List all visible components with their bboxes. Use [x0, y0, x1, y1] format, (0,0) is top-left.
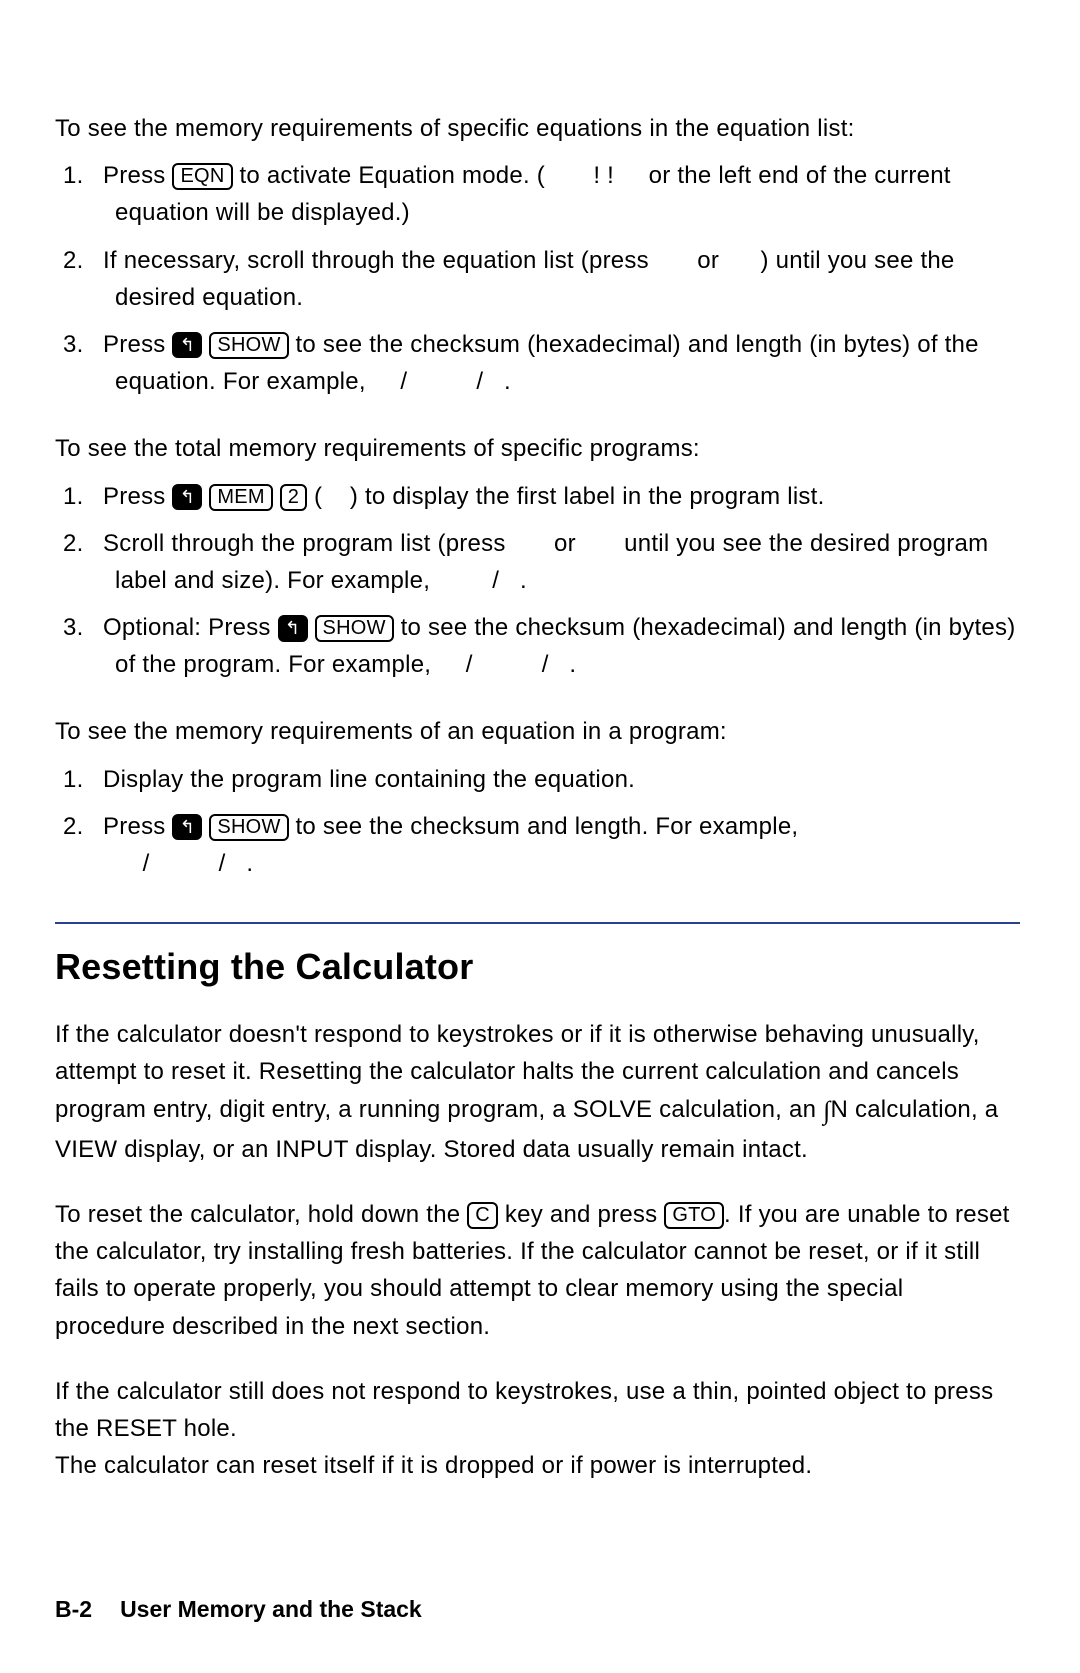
section1-list: 1.Press EQN to activate Equation mode. (…	[55, 157, 1020, 400]
section-divider	[55, 922, 1020, 924]
heading-resetting: Resetting the Calculator	[55, 946, 1020, 988]
list-item: 3.Press ↰ SHOW to see the checksum (hexa…	[55, 326, 1020, 400]
text: Optional: Press	[103, 614, 278, 641]
text: to activate Equation mode. (	[233, 162, 545, 189]
item-number: 2.	[63, 525, 103, 562]
list-item: 2.Press ↰ SHOW to see the checksum and l…	[55, 808, 1020, 882]
shift-key-icon: ↰	[172, 484, 202, 511]
shift-key-icon: ↰	[278, 615, 308, 642]
list-item: 1.Press ↰ MEM 2 ( ) to display the first…	[55, 478, 1020, 515]
list-item: 2.If necessary, scroll through the equat…	[55, 242, 1020, 316]
reset-paragraph-1: If the calculator doesn't respond to key…	[55, 1016, 1020, 1168]
item-number: 2.	[63, 808, 103, 845]
mem-key-icon: MEM	[209, 484, 272, 511]
section3-list: 1.Display the program line containing th…	[55, 761, 1020, 883]
reset-paragraph-3: If the calculator still does not respond…	[55, 1373, 1020, 1447]
page-footer: B-2 User Memory and the Stack	[55, 1596, 422, 1623]
text: Press	[103, 813, 172, 840]
eqn-key-icon: EQN	[172, 163, 232, 190]
text: Press	[103, 331, 172, 358]
item-number: 1.	[63, 761, 103, 798]
item-number: 1.	[63, 478, 103, 515]
text: /	[492, 567, 499, 594]
list-item: 1.Press EQN to activate Equation mode. (…	[55, 157, 1020, 231]
text: Press	[103, 483, 172, 510]
section3-intro: To see the memory requirements of an equ…	[55, 713, 1020, 750]
section2-intro: To see the total memory requirements of …	[55, 430, 1020, 467]
text: /	[219, 850, 226, 877]
text: /	[542, 651, 549, 678]
list-item: 3.Optional: Press ↰ SHOW to see the chec…	[55, 609, 1020, 683]
gto-key-icon: GTO	[664, 1202, 724, 1229]
list-item: 2.Scroll through the program list (press…	[55, 525, 1020, 599]
text: If necessary, scroll through the equatio…	[103, 247, 656, 274]
section2-list: 1.Press ↰ MEM 2 ( ) to display the first…	[55, 478, 1020, 684]
text: Press	[103, 162, 172, 189]
show-key-icon: SHOW	[209, 332, 288, 359]
page: To see the memory requirements of specif…	[0, 0, 1080, 1673]
shift-key-icon: ↰	[172, 814, 202, 841]
text: /	[466, 651, 473, 678]
text: /	[400, 368, 407, 395]
text: key and press	[498, 1201, 664, 1228]
list-item: 1.Display the program line containing th…	[55, 761, 1020, 798]
text: to see the checksum and length. For exam…	[289, 813, 799, 840]
text: .	[504, 368, 511, 395]
show-key-icon: SHOW	[315, 615, 394, 642]
text: or	[547, 530, 583, 557]
footer-title: User Memory and the Stack	[120, 1596, 422, 1622]
text: .	[520, 567, 527, 594]
page-number: B-2	[55, 1596, 92, 1622]
text: /	[143, 850, 150, 877]
two-key-icon: 2	[280, 484, 307, 511]
text: .	[246, 850, 253, 877]
text: or	[690, 247, 726, 274]
item-number: 3.	[63, 326, 103, 363]
reset-paragraph-2: To reset the calculator, hold down the C…	[55, 1196, 1020, 1345]
reset-paragraph-4: The calculator can reset itself if it is…	[55, 1447, 1020, 1484]
text: ! !	[593, 162, 614, 189]
item-number: 1.	[63, 157, 103, 194]
text: ) to display the first label in the prog…	[350, 483, 825, 510]
c-key-icon: C	[467, 1202, 498, 1229]
item-number: 2.	[63, 242, 103, 279]
show-key-icon: SHOW	[209, 814, 288, 841]
section1-intro: To see the memory requirements of specif…	[55, 110, 1020, 147]
text: (	[307, 483, 322, 510]
text: .	[569, 651, 576, 678]
text: Display the program line containing the …	[103, 766, 635, 793]
text: To reset the calculator, hold down the	[55, 1201, 467, 1228]
item-number: 3.	[63, 609, 103, 646]
text: Scroll through the program list (press	[103, 530, 513, 557]
shift-key-icon: ↰	[172, 332, 202, 359]
text: /	[476, 368, 483, 395]
